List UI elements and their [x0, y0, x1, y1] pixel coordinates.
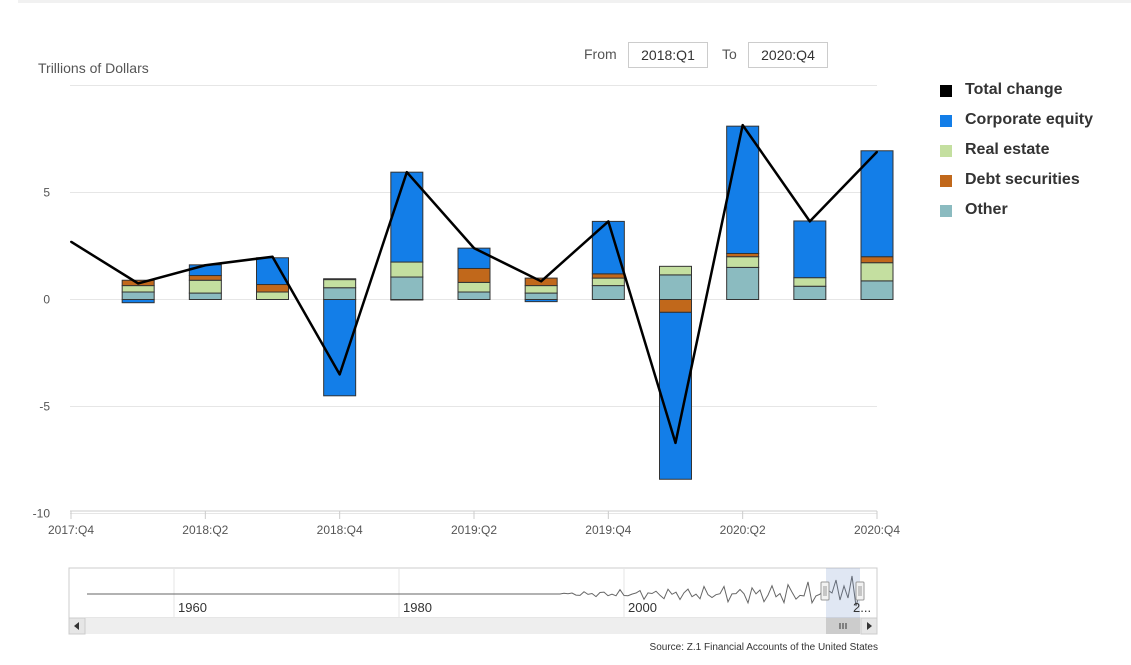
y-tick-label: 5: [43, 186, 50, 200]
total-change-point-2019:Q2: [473, 247, 475, 250]
legend-swatch-debt-securities: [940, 175, 952, 187]
from-label: From: [584, 46, 617, 62]
total-change-point-2017:Q4: [70, 240, 72, 243]
total-change-line: [70, 123, 878, 445]
x-axis: 2017:Q4 2018:Q2 2018:Q4 2019:Q2 2019:Q4 2020:…: [48, 510, 900, 537]
bar-series: [121, 125, 894, 480]
y-tick-label: -5: [39, 400, 50, 414]
total-change-point-2019:Q3: [540, 280, 543, 283]
bar-other-2020:Q1: [659, 274, 692, 301]
navigator-right-handle[interactable]: [855, 581, 865, 601]
bar-corporate-equity-2020:Q3: [793, 220, 827, 279]
legend-swatch-total-change: [940, 85, 952, 97]
legend-swatch-real-estate: [940, 145, 952, 157]
x-tick-label: 2020:Q2: [720, 523, 766, 537]
navigator-year-label: 1980: [403, 600, 432, 615]
navigator-scrollbar-track[interactable]: [69, 618, 877, 634]
total-change-point-2018:Q4: [338, 373, 341, 376]
x-tick-label: 2018:Q2: [182, 523, 228, 537]
legend-label-debt-securities: Debt securities: [965, 171, 1080, 188]
legend-swatch-corporate-equity: [940, 115, 952, 127]
total-change-point-2019:Q1: [405, 171, 408, 174]
bar-corporate-equity-2018:Q1: [121, 299, 155, 304]
total-change-point-2020:Q2: [741, 124, 744, 127]
bar-other-2020:Q2: [726, 266, 760, 300]
top-divider: [18, 0, 1131, 3]
navigator-series-line: [87, 575, 861, 607]
bar-corporate-equity-2020:Q4: [860, 150, 894, 258]
y-axis: -10 -5 0 5: [33, 186, 51, 521]
bar-corporate-equity-2020:Q1: [659, 311, 692, 480]
legend-label-corporate-equity: Corporate equity: [965, 111, 1094, 128]
bar-corporate-equity-2018:Q3: [256, 257, 289, 286]
total-change-point-2020:Q1: [674, 441, 677, 444]
bar-corporate-equity-2019:Q1: [390, 171, 424, 263]
navigator-year-label: 2...: [853, 600, 871, 615]
bar-corporate-equity-2020:Q2: [726, 125, 760, 254]
legend-label-other: Other: [965, 201, 1008, 218]
scroll-left-arrow-icon: [74, 622, 79, 630]
total-change-point-2020:Q4: [876, 150, 878, 153]
total-change-point-2018:Q3: [271, 255, 274, 258]
x-tick-label: 2020:Q4: [854, 523, 900, 537]
bar-real-estate-2020:Q1: [659, 265, 692, 276]
x-tick-label: 2019:Q2: [451, 523, 497, 537]
bar-corporate-equity-2019:Q3: [524, 299, 558, 303]
y-axis-title: Trillions of Dollars: [38, 60, 149, 76]
bar-debt-securities-2019:Q1: [390, 299, 424, 301]
from-input[interactable]: 2018:Q1: [628, 42, 708, 68]
to-label: To: [722, 46, 737, 62]
legend-swatch-other: [940, 205, 952, 217]
navigator-year-gridlines: [173, 568, 625, 618]
scroll-right-arrow-icon: [867, 622, 872, 630]
x-tick-label: 2019:Q4: [585, 523, 631, 537]
total-change-point-2018:Q2: [204, 264, 207, 267]
y-tick-label: 0: [43, 293, 50, 307]
navigator-year-label: 1960: [178, 600, 207, 615]
bar-corporate-equity-2018:Q4: [323, 299, 357, 397]
y-tick-label: -10: [33, 507, 51, 521]
bar-debt-securities-2018:Q4: [323, 278, 357, 281]
x-tick-label: 2018:Q4: [317, 523, 363, 537]
legend-label-real-estate: Real estate: [965, 141, 1050, 158]
navigator-year-labels: 1960 1980 2000 2...: [178, 600, 871, 615]
x-tick-label: 2017:Q4: [48, 523, 94, 537]
navigator-year-label: 2000: [628, 600, 657, 615]
total-change-point-2018:Q1: [137, 282, 140, 285]
navigator-left-handle[interactable]: [820, 581, 830, 601]
legend-label-total-change: Total change: [965, 81, 1063, 98]
total-change-point-2020:Q3: [808, 220, 811, 223]
navigator-selected-window: [826, 568, 860, 618]
to-input[interactable]: 2020:Q4: [748, 42, 828, 68]
source-note: Source: Z.1 Financial Accounts of the Un…: [649, 642, 878, 653]
total-change-point-2019:Q4: [607, 220, 610, 223]
